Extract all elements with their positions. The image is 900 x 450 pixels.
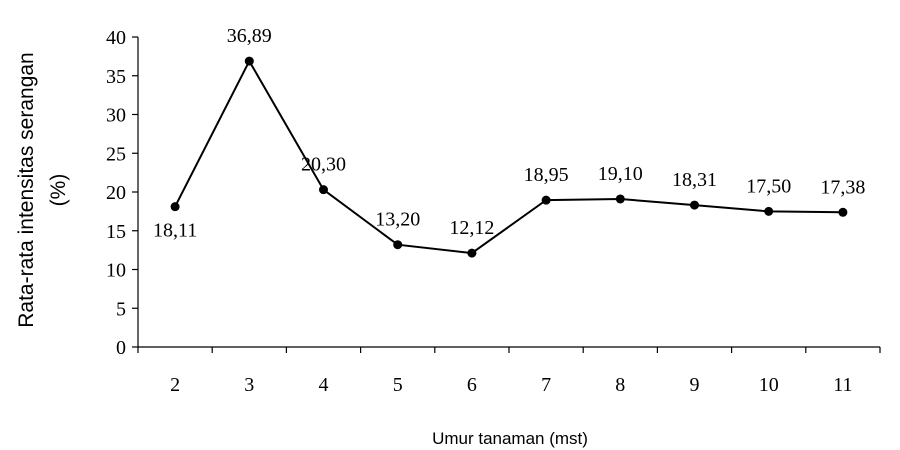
x-tick-label: 8 (615, 374, 625, 396)
data-label: 20,30 (301, 154, 346, 176)
y-ticks: 0 5 10 15 20 25 30 35 40 (106, 27, 138, 359)
y-tick-label: 5 (116, 298, 126, 320)
x-tick-label: 11 (833, 374, 852, 396)
y-tick-label: 15 (106, 221, 126, 243)
x-tick-label: 2 (170, 374, 180, 396)
x-tick-label: 4 (319, 374, 329, 396)
series-line (174, 59, 843, 255)
x-tick-label: 6 (467, 374, 477, 396)
data-point (541, 195, 551, 205)
data-label: 17,38 (820, 176, 865, 198)
y-tick-label: 40 (106, 27, 126, 49)
y-tick-label: 10 (106, 260, 126, 282)
y-tick-label: 35 (106, 66, 126, 88)
data-label: 18,11 (153, 220, 197, 242)
data-point (393, 240, 403, 250)
data-point (467, 248, 477, 258)
y-tick-label: 20 (106, 182, 126, 204)
y-tick-label: 25 (106, 143, 126, 165)
y-tick-label: 0 (116, 337, 126, 359)
data-label: 18,95 (524, 164, 569, 186)
data-point (615, 194, 625, 204)
data-points (170, 56, 848, 258)
data-label: 13,20 (375, 209, 420, 231)
data-point (170, 202, 180, 212)
x-tick-label: 9 (690, 374, 700, 396)
x-ticks: 2 3 4 5 6 7 8 9 10 11 (137, 347, 881, 396)
data-labels: 18,11 36,89 20,30 13,20 12,12 18,95 19,10 18,31… (153, 25, 865, 242)
x-tick-label: 10 (759, 374, 779, 396)
x-tick-label: 5 (393, 374, 403, 396)
y-tick-label: 30 (106, 105, 126, 127)
data-point (764, 206, 774, 216)
data-label: 17,50 (746, 175, 791, 197)
data-label: 12,12 (449, 217, 494, 239)
x-tick-label: 3 (244, 374, 254, 396)
x-tick-label: 7 (541, 374, 551, 396)
y-axis-title-line2: (%) (47, 174, 70, 207)
x-axis-title: Umur tanaman (mst) (432, 429, 588, 448)
data-label: 36,89 (227, 25, 272, 47)
data-point (319, 185, 328, 195)
data-label: 18,31 (672, 169, 717, 191)
data-point (690, 200, 699, 210)
y-axis-title-line1: Rata-rata intensitas serangan (15, 52, 38, 328)
data-label: 19,10 (598, 163, 643, 185)
data-point (244, 56, 254, 66)
data-point (838, 207, 848, 217)
